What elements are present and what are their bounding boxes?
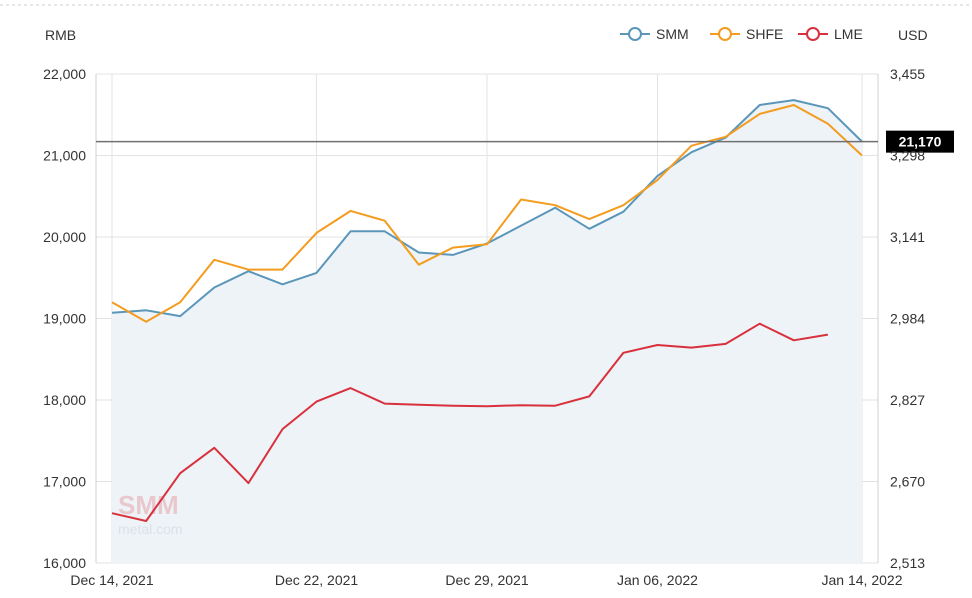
reference-label: 21,170 [899, 134, 942, 150]
legend-label: SMM [656, 26, 689, 42]
legend-label: SHFE [746, 26, 783, 42]
y-left-tick-label: 21,000 [43, 148, 86, 164]
legend-item-shfe[interactable]: SHFE [710, 26, 783, 42]
svg-text:metal.com: metal.com [118, 521, 183, 537]
series-line-lme[interactable] [111, 322, 829, 522]
reference-label-bg [886, 130, 954, 153]
legend-marker-icon [806, 27, 820, 41]
reference-line-group: 21,170 [96, 130, 954, 153]
x-tick-label: Jan 14, 2022 [822, 572, 903, 588]
svg-text:SMM: SMM [118, 490, 179, 520]
series-lines [111, 99, 863, 522]
legend-item-smm[interactable]: SMM [620, 26, 689, 42]
y-right-tick-label: 2,984 [890, 311, 925, 327]
y-axis-right-ticks: 3,455 3,298 3,141 2,984 2,827 2,670 2,513 [890, 66, 925, 571]
y-right-tick-label: 2,670 [890, 474, 925, 490]
area-layer [112, 100, 862, 563]
legend-marker-icon [718, 27, 732, 41]
y-axis-left-ticks: 22,000 21,000 20,000 19,000 18,000 17,000 16,0… [43, 66, 86, 571]
series-area-smm [112, 100, 862, 563]
right-axis-unit-label: USD [898, 27, 928, 43]
series-line-shfe[interactable] [111, 104, 863, 323]
legend[interactable]: SMM SHFE LME [620, 26, 863, 42]
y-left-tick-label: 17,000 [43, 474, 86, 490]
watermark-logo: SMM metal.com [118, 490, 183, 537]
x-tick-label: Jan 06, 2022 [617, 572, 698, 588]
y-right-tick-label: 3,455 [890, 66, 925, 82]
x-tick-label: Dec 14, 2021 [70, 572, 153, 588]
y-left-tick-label: 20,000 [43, 229, 86, 245]
y-left-tick-label: 19,000 [43, 311, 86, 327]
legend-marker-icon [628, 27, 642, 41]
x-tick-label: Dec 22, 2021 [275, 572, 358, 588]
y-left-tick-label: 16,000 [43, 555, 86, 571]
y-right-tick-label: 2,513 [890, 555, 925, 571]
y-right-tick-label: 2,827 [890, 392, 925, 408]
y-left-tick-label: 18,000 [43, 392, 86, 408]
y-left-tick-label: 22,000 [43, 66, 86, 82]
left-axis-unit-label: RMB [45, 27, 76, 43]
legend-item-lme[interactable]: LME [798, 26, 863, 42]
y-right-tick-label: 3,298 [890, 148, 925, 164]
x-tick-label: Dec 29, 2021 [445, 572, 528, 588]
x-axis-ticks: Dec 14, 2021 Dec 22, 2021 Dec 29, 2021 Jan … [70, 572, 902, 588]
y-right-tick-label: 3,141 [890, 229, 925, 245]
legend-label: LME [834, 26, 863, 42]
